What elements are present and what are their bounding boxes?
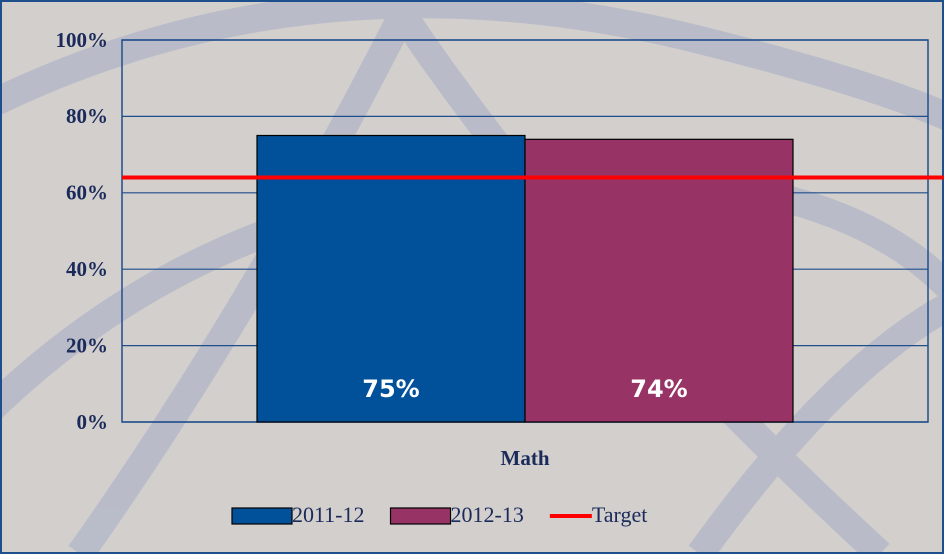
legend-label: Target [592,502,647,527]
legend-label: 2011-12 [292,502,365,527]
legend-label: 2012-13 [451,502,524,527]
value-label: 75% [362,375,419,403]
bar [256,134,526,423]
y-tick-label: 80% [66,104,108,128]
x-tick-label: Math [501,446,550,470]
legend-swatch [231,507,293,525]
y-tick-label: 60% [66,181,108,205]
value-label: 74% [630,375,687,403]
y-tick-label: 20% [66,333,108,357]
legend-swatch [389,507,452,525]
bar [524,138,794,423]
y-tick-label: 40% [66,257,108,281]
y-tick-label: 100% [56,28,109,52]
y-tick-label: 0% [77,410,109,434]
